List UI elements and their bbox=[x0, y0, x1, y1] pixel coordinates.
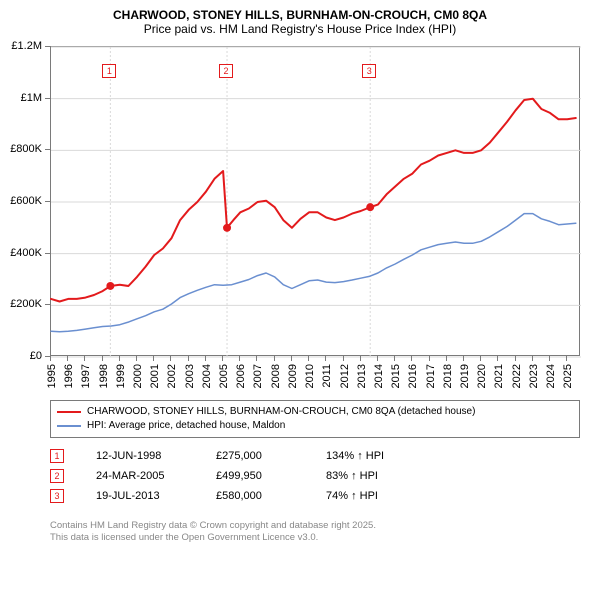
sales-row-delta: 134% ↑ HPI bbox=[326, 450, 446, 462]
legend-item: CHARWOOD, STONEY HILLS, BURNHAM-ON-CROUC… bbox=[57, 405, 573, 419]
x-tick-label: 2001 bbox=[149, 364, 161, 388]
y-tick-label: £400K bbox=[0, 247, 42, 259]
sale-marker-dot bbox=[106, 282, 114, 290]
series-hpi bbox=[51, 214, 576, 332]
x-tick-label: 2009 bbox=[287, 364, 299, 388]
y-tick-label: £600K bbox=[0, 195, 42, 207]
sales-row-date: 19-JUL-2013 bbox=[96, 490, 216, 502]
legend: CHARWOOD, STONEY HILLS, BURNHAM-ON-CROUC… bbox=[50, 400, 580, 438]
chart-container: { "title": { "line1": "CHARWOOD, STONEY … bbox=[0, 0, 600, 590]
title-line-1: CHARWOOD, STONEY HILLS, BURNHAM-ON-CROUC… bbox=[10, 8, 590, 22]
series-charwood bbox=[51, 99, 576, 302]
y-tick-label: £200K bbox=[0, 298, 42, 310]
x-tick-label: 2021 bbox=[493, 364, 505, 388]
plot-area bbox=[50, 46, 580, 356]
x-tick-label: 2002 bbox=[166, 364, 178, 388]
chart-title: CHARWOOD, STONEY HILLS, BURNHAM-ON-CROUC… bbox=[0, 0, 600, 40]
x-tick-label: 2005 bbox=[218, 364, 230, 388]
x-tick-label: 2008 bbox=[270, 364, 282, 388]
x-tick-label: 1996 bbox=[63, 364, 75, 388]
x-tick-label: 2018 bbox=[442, 364, 454, 388]
legend-label: CHARWOOD, STONEY HILLS, BURNHAM-ON-CROUC… bbox=[87, 405, 475, 419]
sales-row-price: £275,000 bbox=[216, 450, 326, 462]
x-tick-label: 2006 bbox=[235, 364, 247, 388]
sales-row-date: 24-MAR-2005 bbox=[96, 470, 216, 482]
x-tick-label: 2011 bbox=[321, 364, 333, 388]
sales-row-delta: 83% ↑ HPI bbox=[326, 470, 446, 482]
y-tick-label: £0 bbox=[0, 350, 42, 362]
sale-marker-box: 1 bbox=[102, 64, 116, 78]
x-tick-label: 2025 bbox=[562, 364, 574, 388]
sale-marker-box: 2 bbox=[219, 64, 233, 78]
x-tick-label: 2017 bbox=[425, 364, 437, 388]
x-tick-label: 2012 bbox=[339, 364, 351, 388]
sale-marker-dot bbox=[366, 203, 374, 211]
x-tick-label: 1995 bbox=[46, 364, 58, 388]
sales-row-delta: 74% ↑ HPI bbox=[326, 490, 446, 502]
sales-row: 1 12-JUN-1998£275,000134% ↑ HPI bbox=[50, 446, 446, 466]
sales-row: 2 24-MAR-2005£499,95083% ↑ HPI bbox=[50, 466, 446, 486]
sales-row-marker: 3 bbox=[50, 489, 64, 503]
x-tick-label: 2024 bbox=[545, 364, 557, 388]
sale-marker-box: 3 bbox=[362, 64, 376, 78]
x-tick-label: 2019 bbox=[459, 364, 471, 388]
x-tick-label: 2007 bbox=[252, 364, 264, 388]
sales-row-date: 12-JUN-1998 bbox=[96, 450, 216, 462]
sales-row-price: £499,950 bbox=[216, 470, 326, 482]
y-tick-label: £1M bbox=[0, 92, 42, 104]
title-line-2: Price paid vs. HM Land Registry's House … bbox=[10, 22, 590, 36]
x-tick-label: 2020 bbox=[476, 364, 488, 388]
footer-attribution: Contains HM Land Registry data © Crown c… bbox=[50, 520, 376, 544]
x-tick-label: 1998 bbox=[98, 364, 110, 388]
y-tick-label: £800K bbox=[0, 143, 42, 155]
y-tick-label: £1.2M bbox=[0, 40, 42, 52]
legend-label: HPI: Average price, detached house, Mald… bbox=[87, 419, 285, 433]
x-tick-label: 2013 bbox=[356, 364, 368, 388]
x-tick-label: 2022 bbox=[511, 364, 523, 388]
x-tick-label: 2004 bbox=[201, 364, 213, 388]
x-tick-label: 2016 bbox=[407, 364, 419, 388]
sales-row-price: £580,000 bbox=[216, 490, 326, 502]
legend-swatch bbox=[57, 411, 81, 413]
footer-line-1: Contains HM Land Registry data © Crown c… bbox=[50, 520, 376, 532]
x-tick-label: 1997 bbox=[80, 364, 92, 388]
x-tick-label: 2015 bbox=[390, 364, 402, 388]
x-tick-label: 2003 bbox=[184, 364, 196, 388]
sales-row-marker: 1 bbox=[50, 449, 64, 463]
legend-item: HPI: Average price, detached house, Mald… bbox=[57, 419, 573, 433]
x-tick-label: 1999 bbox=[115, 364, 127, 388]
sales-table: 1 12-JUN-1998£275,000134% ↑ HPI 2 24-MAR-20… bbox=[50, 446, 446, 506]
x-tick-label: 2010 bbox=[304, 364, 316, 388]
footer-line-2: This data is licensed under the Open Gov… bbox=[50, 532, 376, 544]
x-tick-label: 2014 bbox=[373, 364, 385, 388]
x-tick-label: 2000 bbox=[132, 364, 144, 388]
legend-swatch bbox=[57, 425, 81, 427]
sale-marker-dot bbox=[223, 224, 231, 232]
sales-row: 3 19-JUL-2013£580,00074% ↑ HPI bbox=[50, 486, 446, 506]
x-tick-label: 2023 bbox=[528, 364, 540, 388]
chart-svg bbox=[51, 47, 581, 357]
sales-row-marker: 2 bbox=[50, 469, 64, 483]
